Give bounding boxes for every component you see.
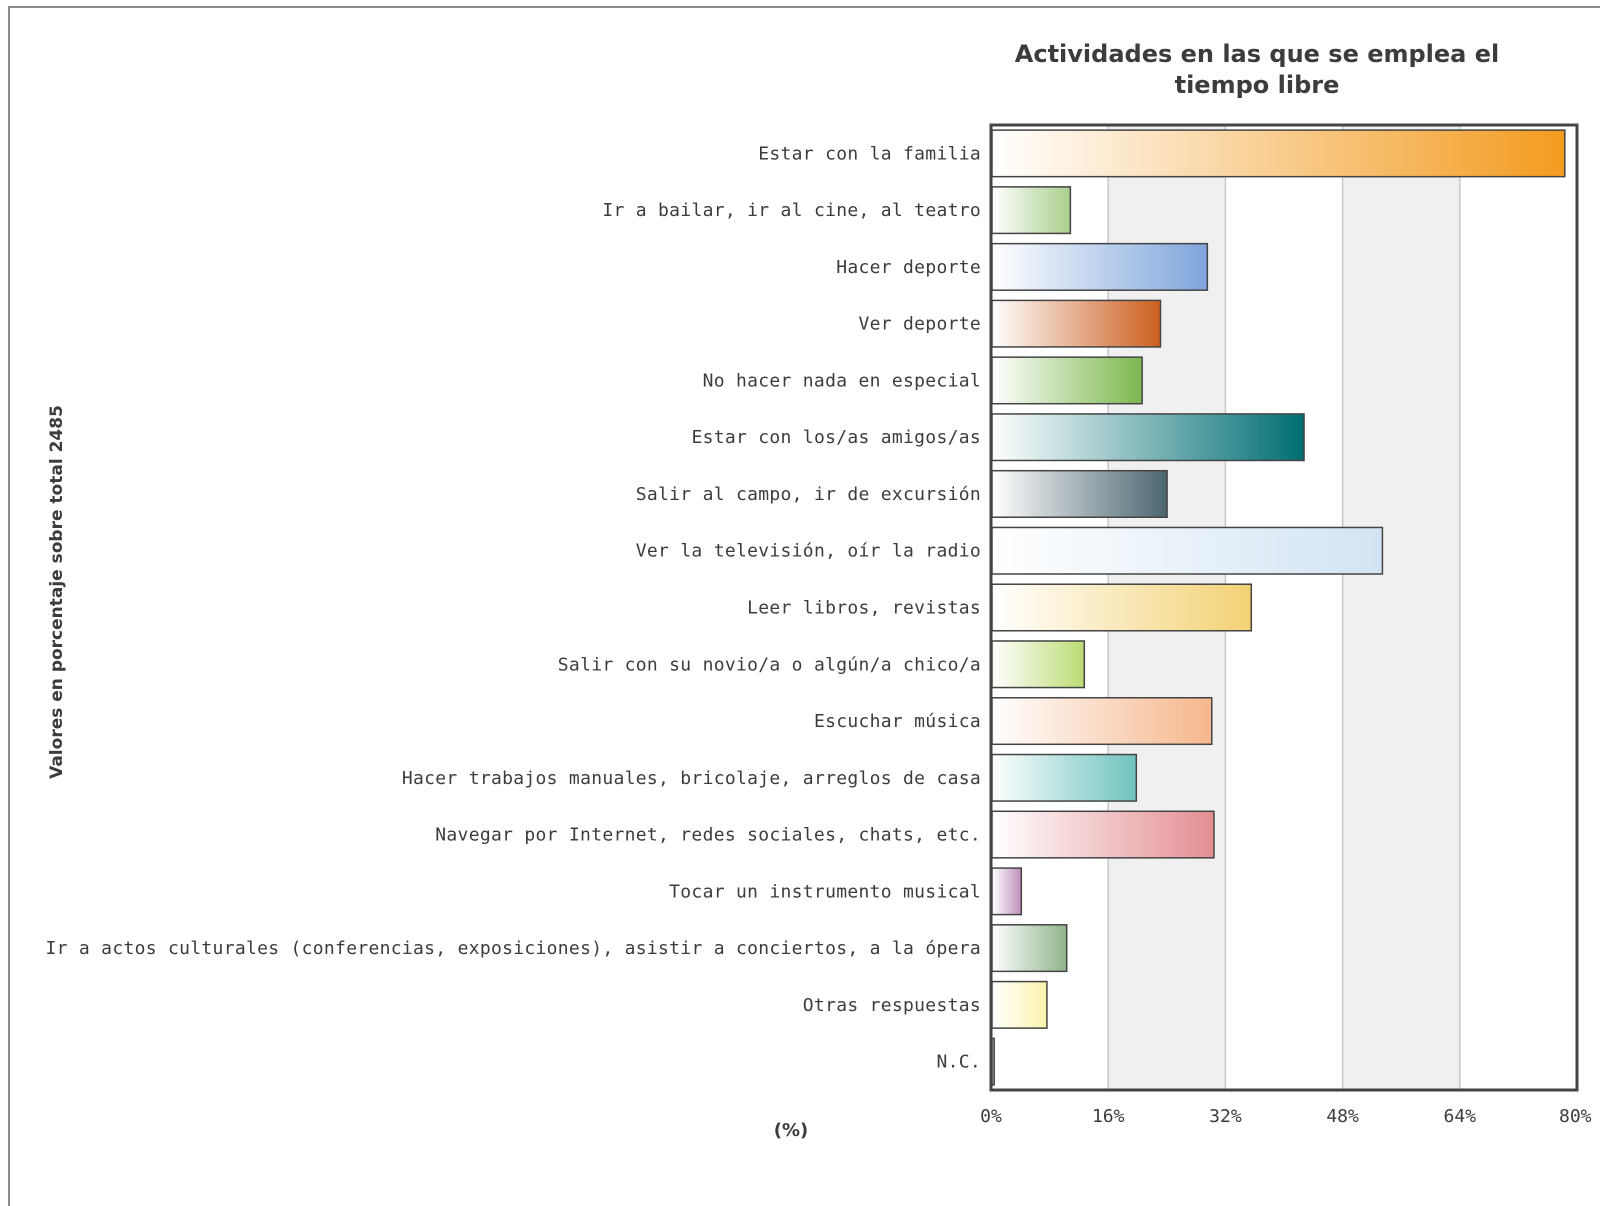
category-label: Otras respuestas	[803, 995, 981, 1016]
bar-1	[991, 186, 1072, 235]
category-label: Navegar por Internet, redes sociales, ch…	[435, 825, 981, 846]
category-label: Salir al campo, ir de excursión	[636, 484, 981, 505]
bar-2	[991, 242, 1209, 291]
bar-6	[991, 469, 1168, 518]
category-label: Ver la televisión, oír la radio	[636, 541, 981, 562]
category-label: Hacer deporte	[836, 257, 981, 278]
bar-3	[991, 299, 1162, 348]
bar-0	[991, 129, 1566, 178]
category-label: Estar con los/as amigos/as	[691, 427, 981, 448]
x-tick-label: 0%	[980, 1106, 1002, 1127]
plot-area-border	[989, 123, 1579, 1092]
category-label: Estar con la familia	[758, 143, 981, 164]
x-tick-label: 16%	[1092, 1106, 1125, 1127]
category-label: Salir con su novio/a o algún/a chico/a	[558, 654, 981, 675]
bar-9	[991, 640, 1086, 689]
chart-frame	[8, 6, 1600, 1206]
bar-12	[991, 810, 1215, 859]
category-label: Tocar un instrumento musical	[669, 881, 981, 902]
bar-14	[991, 924, 1068, 973]
x-axis-label: (%)	[774, 1120, 809, 1141]
chart-title-line-2: tiempo libre	[1175, 71, 1340, 99]
bars	[991, 129, 1566, 1086]
y-axis-label: Valores en porcentaje sobre total 2485	[47, 405, 67, 779]
x-tick-label: 32%	[1209, 1106, 1242, 1127]
bar-10	[991, 697, 1213, 746]
category-label: Ver deporte	[858, 314, 981, 335]
bar-5	[991, 413, 1305, 462]
bar-15	[991, 980, 1048, 1029]
bar-7	[991, 526, 1384, 575]
x-tick-labels: 0% 16% 32% 48% 64% 80%	[980, 1106, 1592, 1127]
bar-8	[991, 583, 1253, 632]
bar-4	[991, 356, 1143, 405]
category-labels: Estar con la familia Ir a bailar, ir al c…	[46, 143, 982, 1073]
chart-title-line-1: Actividades en las que se emplea el	[1015, 40, 1499, 68]
category-label: Ir a bailar, ir al cine, al teatro	[602, 200, 981, 221]
bar-11	[991, 753, 1138, 802]
bar-13	[991, 867, 1023, 916]
category-label: Escuchar música	[814, 711, 981, 732]
grid-band	[1342, 125, 1460, 1090]
x-tick-label: 64%	[1444, 1106, 1477, 1127]
category-label: Ir a actos culturales (conferencias, exp…	[46, 938, 982, 959]
category-label: Hacer trabajos manuales, bricolaje, arre…	[402, 768, 981, 789]
x-tick-label: 80%	[1559, 1106, 1592, 1127]
category-label: No hacer nada en especial	[703, 370, 981, 391]
x-tick-label: 48%	[1326, 1106, 1359, 1127]
category-label: Leer libros, revistas	[747, 598, 981, 619]
category-label: N.C.	[936, 1052, 981, 1073]
